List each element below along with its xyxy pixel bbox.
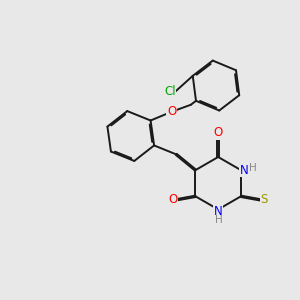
Text: S: S [261,193,268,206]
Text: N: N [214,205,223,218]
Text: O: O [167,105,176,118]
Text: H: H [249,164,257,173]
Text: Cl: Cl [164,85,176,98]
Text: N: N [240,164,249,177]
Text: H: H [215,215,223,225]
Text: O: O [168,193,177,206]
Text: O: O [214,126,223,139]
